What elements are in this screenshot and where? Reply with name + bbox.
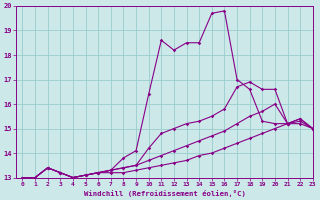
X-axis label: Windchill (Refroidissement éolien,°C): Windchill (Refroidissement éolien,°C) — [84, 190, 245, 197]
